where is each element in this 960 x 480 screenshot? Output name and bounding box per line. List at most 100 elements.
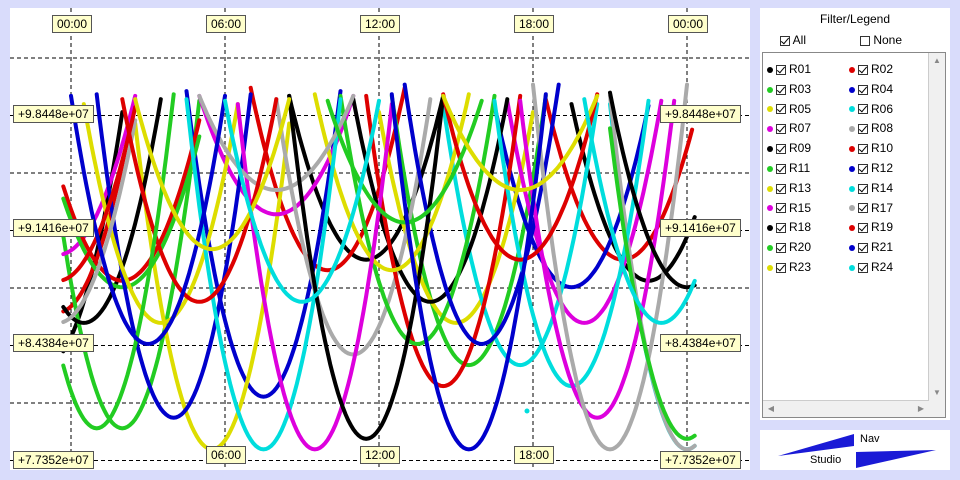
legend-item-label: R09 <box>789 141 812 156</box>
series-line-r23 <box>441 93 600 193</box>
legend-item-r08[interactable]: R08 <box>849 121 893 135</box>
nav-studio-widget[interactable]: Nav Studio <box>760 430 950 470</box>
legend-item-r23[interactable]: R23 <box>767 260 811 274</box>
y-tick-label-right: +7.7352e+07 <box>660 451 741 469</box>
series-check-icon[interactable] <box>858 243 868 254</box>
series-check-icon[interactable] <box>858 144 868 155</box>
legend-item-r20[interactable]: R20 <box>767 240 811 254</box>
series-check-icon[interactable] <box>776 144 786 155</box>
series-check-icon[interactable] <box>776 163 786 174</box>
series-check-icon[interactable] <box>858 104 868 115</box>
series-line-r07 <box>61 93 138 257</box>
legend-item-label: R02 <box>871 62 894 76</box>
scroll-down-icon[interactable]: ▼ <box>933 388 941 397</box>
all-check-icon[interactable] <box>780 35 790 46</box>
y-tick-label-right: +9.8448e+07 <box>660 105 741 123</box>
legend-item-r21[interactable]: R21 <box>849 240 893 254</box>
series-check-icon[interactable] <box>776 262 786 273</box>
series-line-r11 <box>61 134 202 290</box>
legend-item-r15[interactable]: R15 <box>767 201 811 215</box>
legend-item-r01[interactable]: R01 <box>767 62 811 76</box>
series-check-icon[interactable] <box>776 243 786 254</box>
legend-item-label: R17 <box>871 200 894 215</box>
y-tick-label-left: +7.7352e+07 <box>13 451 94 469</box>
series-color-icon <box>767 146 773 153</box>
series-check-icon[interactable] <box>858 124 868 135</box>
series-check-icon[interactable] <box>776 183 786 194</box>
nav-arrow-icon[interactable] <box>760 430 950 470</box>
series-check-icon[interactable] <box>776 64 786 75</box>
series-check-icon[interactable] <box>776 104 786 115</box>
legend-item-r11[interactable]: R11 <box>767 161 810 175</box>
select-none-checkbox[interactable]: None <box>860 33 902 47</box>
series-color-icon <box>849 205 855 212</box>
legend-list[interactable]: ▲ ▼ ◀ ▶ R01 R02 R03 R04 R05 R06 R07 R08 R09 R10 R1… <box>762 52 946 418</box>
series-line-r24 <box>582 97 697 325</box>
series-check-icon[interactable] <box>776 223 786 234</box>
y-tick-label-right: +9.1416e+07 <box>660 219 741 237</box>
series-color-icon <box>767 245 773 252</box>
series-line-r05 <box>377 110 535 325</box>
series-check-icon[interactable] <box>776 84 786 95</box>
series-check-icon[interactable] <box>858 223 868 234</box>
legend-item-r07[interactable]: R07 <box>767 121 811 135</box>
series-check-icon[interactable] <box>776 203 786 214</box>
legend-item-r06[interactable]: R06 <box>849 102 893 116</box>
select-all-checkbox[interactable]: All <box>780 33 806 47</box>
x-tick-label-bottom: 12:00 <box>360 446 401 464</box>
x-tick-label-bottom: 18:00 <box>514 446 555 464</box>
legend-item-r03[interactable]: R03 <box>767 82 811 96</box>
series-line-r20 <box>325 98 484 225</box>
scroll-left-icon[interactable]: ◀ <box>767 404 775 413</box>
legend-item-r10[interactable]: R10 <box>849 141 893 155</box>
series-check-icon[interactable] <box>858 262 868 273</box>
series-color-icon <box>849 165 855 172</box>
series-line-r17 <box>531 82 689 452</box>
legend-item-r13[interactable]: R13 <box>767 181 811 195</box>
scroll-up-icon[interactable]: ▲ <box>933 56 941 65</box>
series-check-icon[interactable] <box>776 124 786 135</box>
series-line-r10 <box>364 93 523 389</box>
series-check-icon[interactable] <box>858 84 868 95</box>
series-line-r11 <box>338 93 497 347</box>
legend-item-label: R05 <box>789 101 812 116</box>
series-color-icon <box>849 225 855 232</box>
all-label: All <box>792 33 807 47</box>
series-check-icon[interactable] <box>858 203 868 214</box>
chart-plot-area[interactable]: 00:00 06:00 12:00 18:00 00:00 06:00 12:00 18:00… <box>10 8 750 470</box>
legend-item-r12[interactable]: R12 <box>849 161 893 175</box>
scroll-right-icon[interactable]: ▶ <box>917 404 925 413</box>
series-color-icon <box>849 126 855 133</box>
nav-label: Nav <box>860 433 880 445</box>
y-tick-label-left: +8.4384e+07 <box>13 334 94 352</box>
legend-item-r18[interactable]: R18 <box>767 220 811 234</box>
series-line-r20 <box>61 92 176 431</box>
chart-svg <box>10 8 750 470</box>
x-tick-label-top: 18:00 <box>514 15 555 33</box>
legend-item-label: R18 <box>789 220 812 235</box>
legend-item-r05[interactable]: R05 <box>767 102 811 116</box>
legend-item-r04[interactable]: R04 <box>849 82 893 96</box>
legend-item-r17[interactable]: R17 <box>849 201 893 215</box>
series-color-icon <box>849 185 855 192</box>
none-check-icon[interactable] <box>860 35 870 46</box>
legend-item-label: R19 <box>871 220 894 235</box>
x-tick-label-bottom: 06:00 <box>206 446 247 464</box>
studio-label: Studio <box>810 454 842 466</box>
x-tick-label-top: 06:00 <box>206 15 247 33</box>
legend-item-r24[interactable]: R24 <box>849 260 893 274</box>
series-color-icon <box>767 225 773 232</box>
series-check-icon[interactable] <box>858 183 868 194</box>
legend-item-label: R20 <box>789 240 812 255</box>
legend-item-r19[interactable]: R19 <box>849 220 893 234</box>
legend-item-r14[interactable]: R14 <box>849 181 893 195</box>
legend-item-r02[interactable]: R02 <box>849 62 893 76</box>
legend-item-r09[interactable]: R09 <box>767 141 811 155</box>
series-line-r18 <box>287 93 446 441</box>
series-color-icon <box>767 86 773 93</box>
legend-vertical-scrollbar[interactable]: ▲ ▼ <box>928 53 945 417</box>
series-check-icon[interactable] <box>858 64 868 75</box>
series-check-icon[interactable] <box>858 163 868 174</box>
series-color-icon <box>767 165 773 172</box>
legend-horizontal-scrollbar[interactable]: ◀ ▶ <box>763 400 929 417</box>
